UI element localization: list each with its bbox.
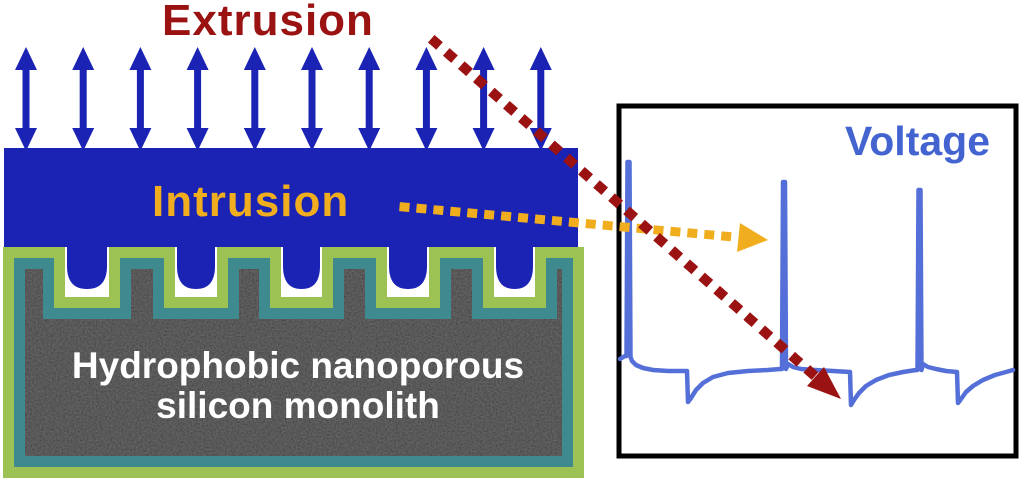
liquid-slab: [4, 148, 578, 247]
extrusion-label: Extrusion: [162, 0, 374, 45]
intrusion-arrowhead-icon: [737, 223, 768, 252]
double-arrow-icon: [415, 47, 438, 151]
double-arrow-icon: [72, 47, 95, 151]
double-arrow-icon: [129, 47, 152, 151]
extrusion-arrowhead-icon: [807, 367, 841, 399]
extrusion-arrow: [427, 34, 841, 399]
double-arrow-icon: [243, 47, 266, 151]
monolith-label: Hydrophobic nanoporous silicon monolith: [22, 346, 574, 426]
double-arrow-icon: [186, 47, 209, 151]
double-arrow-icon: [15, 47, 37, 151]
extrusion-arrow-dotted-line: [427, 34, 824, 385]
voltage-label: Voltage: [844, 118, 990, 164]
monolith-label-line1: Hydrophobic nanoporous: [71, 345, 525, 386]
double-arrow-icon: [301, 47, 323, 151]
intrusion-label: Intrusion: [152, 177, 350, 226]
double-arrow-icon: [358, 47, 381, 151]
intrusion-arrow: [399, 202, 768, 252]
double-arrow-icon: [529, 47, 552, 151]
monolith-core: [25, 269, 562, 456]
liquid-menisci: [67, 246, 533, 289]
intrusion-arrow-dotted-line: [399, 202, 739, 242]
extrusion-intrusion-double-arrows-icon: [15, 47, 552, 151]
monolith-label-line2: silicon monolith: [156, 385, 440, 426]
voltage-plot-box: [616, 103, 1019, 459]
double-arrow-icon: [472, 47, 495, 151]
